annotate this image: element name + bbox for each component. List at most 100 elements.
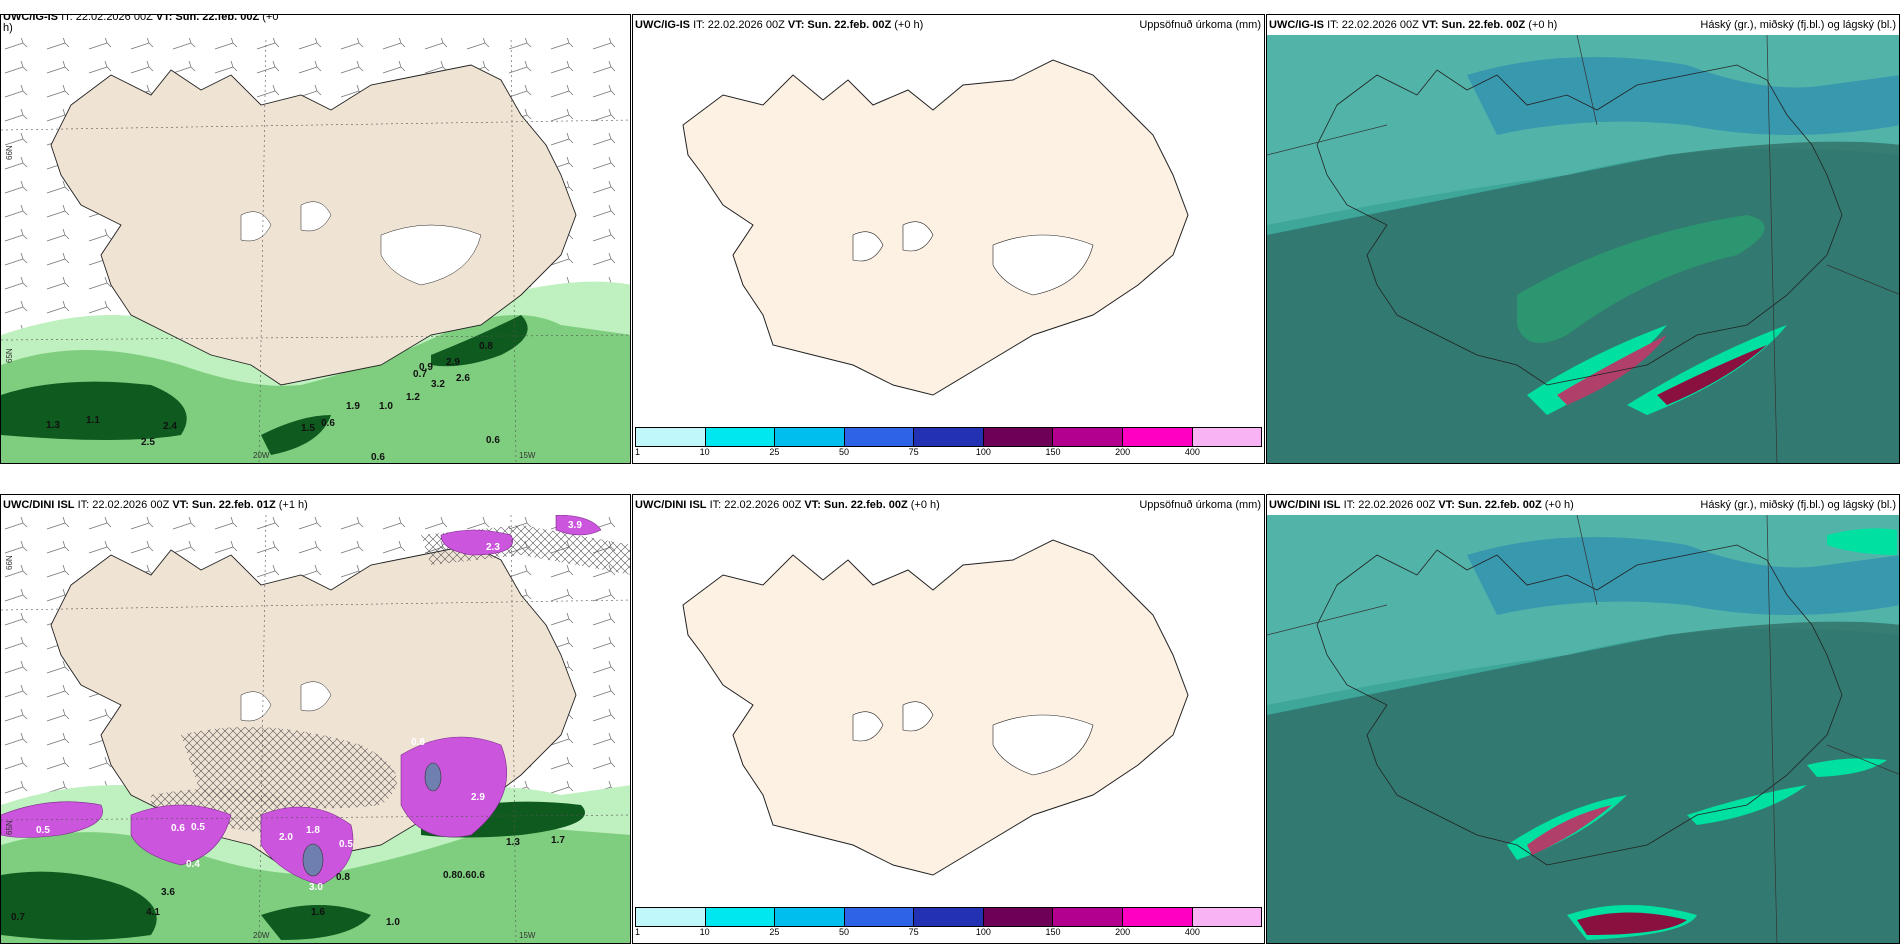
valid-time: Sun. 22.feb. 01Z bbox=[191, 499, 276, 511]
init-time: IT: 22.02.2026 00Z bbox=[693, 19, 785, 31]
legend-colorbar bbox=[635, 907, 1262, 927]
precip-legend: 1 10 25 50 75 100 150 200 400 bbox=[633, 907, 1264, 943]
legend-ticks: 1 10 25 50 75 100 150 200 400 bbox=[635, 927, 1262, 939]
map-canvas: 1.3 1.1 2.5 2.4 0.6 1.5 1.9 1.0 0.9 0.7 … bbox=[1, 35, 630, 463]
legend-swatch bbox=[705, 428, 776, 446]
legend-tick-label: 25 bbox=[769, 447, 780, 457]
legend-colorbar bbox=[635, 427, 1262, 447]
legend-swatch bbox=[1122, 428, 1193, 446]
panel-title: Háský (gr.), miðský (fj.bl.) og lágský (… bbox=[1700, 19, 1896, 31]
precip-value: 1.7 bbox=[551, 835, 565, 846]
precip-value: 0.7 bbox=[413, 369, 427, 380]
precip-value: 1.8 bbox=[306, 825, 320, 836]
init-time: IT: 22.02.2026 00Z bbox=[77, 499, 170, 511]
wind-precip-map-top[interactable]: UWC/IG-IS IT: 22.02.2026 00Z VT: Sun. 22… bbox=[0, 14, 631, 464]
legend-swatch bbox=[705, 908, 776, 926]
lead-time: (+0 h) bbox=[1528, 19, 1558, 31]
legend-swatch bbox=[775, 908, 845, 926]
valid-time: Sun. 22.feb. 00Z bbox=[807, 19, 892, 31]
source-label: UWC/DINI ISL bbox=[3, 499, 75, 511]
lat-label: 65N bbox=[5, 348, 14, 363]
precip-value: 1.0 bbox=[379, 401, 393, 412]
accumulated-precip-map-top[interactable]: UWC/IG-IS IT: 22.02.2026 00Z VT: Sun. 22… bbox=[632, 14, 1265, 464]
legend-tick-label: 50 bbox=[838, 927, 850, 937]
precip-value: 2.4 bbox=[163, 421, 177, 432]
iceland-landmass bbox=[682, 59, 1189, 396]
precip-value: 1.9 bbox=[346, 401, 360, 412]
lon-label: 15W bbox=[519, 451, 536, 460]
map-canvas bbox=[1267, 515, 1899, 943]
valid-time-label: VT: bbox=[1421, 19, 1439, 31]
legend-swatch bbox=[844, 428, 915, 446]
precip-value: 0.8 bbox=[443, 870, 457, 881]
init-time: IT: 22.02.2026 00Z bbox=[61, 14, 153, 23]
precip-value: 0.8 bbox=[336, 872, 350, 883]
lon-label: 15W bbox=[519, 931, 536, 940]
legend-swatch bbox=[1053, 428, 1123, 446]
legend-tick-label: 10 bbox=[699, 927, 710, 937]
legend-tick-label: 50 bbox=[838, 447, 850, 457]
legend-swatch bbox=[914, 428, 984, 446]
precip-legend: 1 10 25 50 75 100 150 200 400 bbox=[633, 427, 1264, 463]
legend-tick-label: 200 bbox=[1115, 447, 1131, 457]
legend-tick-label: 25 bbox=[769, 927, 780, 937]
legend-swatch bbox=[636, 428, 706, 446]
precip-value: 0.6 bbox=[321, 418, 335, 429]
map-canvas bbox=[633, 515, 1264, 909]
precip-value: 0.6 bbox=[486, 435, 500, 446]
source-label: UWC/IG-IS bbox=[1269, 19, 1324, 31]
lead-time: (+0 h) bbox=[894, 19, 924, 31]
panel-title: Uppsöfnuð úrkoma (mm) bbox=[1139, 19, 1261, 31]
precip-value: 1.6 bbox=[311, 907, 325, 918]
panel-title: Háský (gr.), miðský (fj.bl.) og lágský (… bbox=[1700, 499, 1896, 511]
valid-time-label: VT: bbox=[804, 499, 821, 511]
legend-ticks: 1 10 25 50 75 100 150 200 400 bbox=[635, 447, 1262, 459]
valid-time: Sun. 22.feb. 00Z bbox=[175, 14, 260, 23]
init-time: IT: 22.02.2026 00Z bbox=[1343, 499, 1436, 511]
lat-label: 65N bbox=[5, 820, 14, 835]
lon-label: 20W bbox=[253, 931, 270, 940]
legend-tick-label: 100 bbox=[975, 447, 991, 457]
legend-swatch bbox=[983, 908, 1054, 926]
precip-value: 0.4 bbox=[186, 859, 200, 870]
legend-tick-label: 75 bbox=[908, 447, 919, 457]
precip-value: 0.5 bbox=[36, 825, 50, 836]
map-canvas bbox=[633, 35, 1264, 429]
legend-tick-label: 1 bbox=[635, 927, 641, 937]
legend-swatch bbox=[1053, 908, 1123, 926]
init-time: IT: 22.02.2026 00Z bbox=[1327, 19, 1419, 31]
precip-value: 2.0 bbox=[279, 832, 293, 843]
lead-time: (+1 h) bbox=[278, 499, 308, 511]
cloud-cover-map-bottom[interactable]: UWC/DINI ISL IT: 22.02.2026 00Z VT: Sun.… bbox=[1266, 494, 1900, 944]
legend-swatch bbox=[1122, 908, 1193, 926]
lead-time-wrap: h) bbox=[3, 22, 13, 34]
panel-header: UWC/IG-IS IT: 22.02.2026 00Z VT: Sun. 22… bbox=[633, 15, 1264, 35]
lat-label: 66N bbox=[5, 145, 14, 160]
lon-label: 20W bbox=[253, 451, 270, 460]
legend-swatch bbox=[775, 428, 845, 446]
panel-header: UWC/DINI ISL IT: 22.02.2026 00Z VT: Sun.… bbox=[1267, 495, 1899, 515]
precip-value: 1.5 bbox=[301, 423, 315, 434]
legend-tick-label: 200 bbox=[1115, 927, 1131, 937]
lat-label: 66N bbox=[5, 555, 14, 570]
valid-time-label: VT: bbox=[155, 14, 173, 23]
legend-swatch bbox=[1192, 428, 1262, 446]
map-canvas bbox=[1267, 35, 1899, 463]
wind-precip-map-bottom[interactable]: UWC/DINI ISL IT: 22.02.2026 00Z VT: Sun.… bbox=[0, 494, 631, 944]
precip-value: 1.2 bbox=[406, 392, 420, 403]
precip-value: 1.1 bbox=[86, 415, 100, 426]
legend-tick-label: 10 bbox=[699, 447, 710, 457]
precip-value: 0.9 bbox=[419, 362, 433, 373]
precip-value: 1.0 bbox=[386, 917, 400, 928]
cloud-cover-map-top[interactable]: UWC/IG-IS IT: 22.02.2026 00Z VT: Sun. 22… bbox=[1266, 14, 1900, 464]
precip-value: 0.7 bbox=[11, 912, 25, 923]
accumulated-precip-map-bottom[interactable]: UWC/DINI ISL IT: 22.02.2026 00Z VT: Sun.… bbox=[632, 494, 1265, 944]
precip-value: 4.1 bbox=[146, 907, 160, 918]
legend-tick-label: 150 bbox=[1045, 447, 1061, 457]
panel-title: Uppsöfnuð úrkoma (mm) bbox=[1139, 499, 1261, 511]
precip-value: 0.6 bbox=[457, 870, 471, 881]
legend-tick-label: 400 bbox=[1184, 927, 1200, 937]
legend-tick-label: 400 bbox=[1184, 447, 1200, 457]
precip-value: 1.3 bbox=[46, 420, 60, 431]
precip-value: 3.0 bbox=[309, 882, 323, 893]
